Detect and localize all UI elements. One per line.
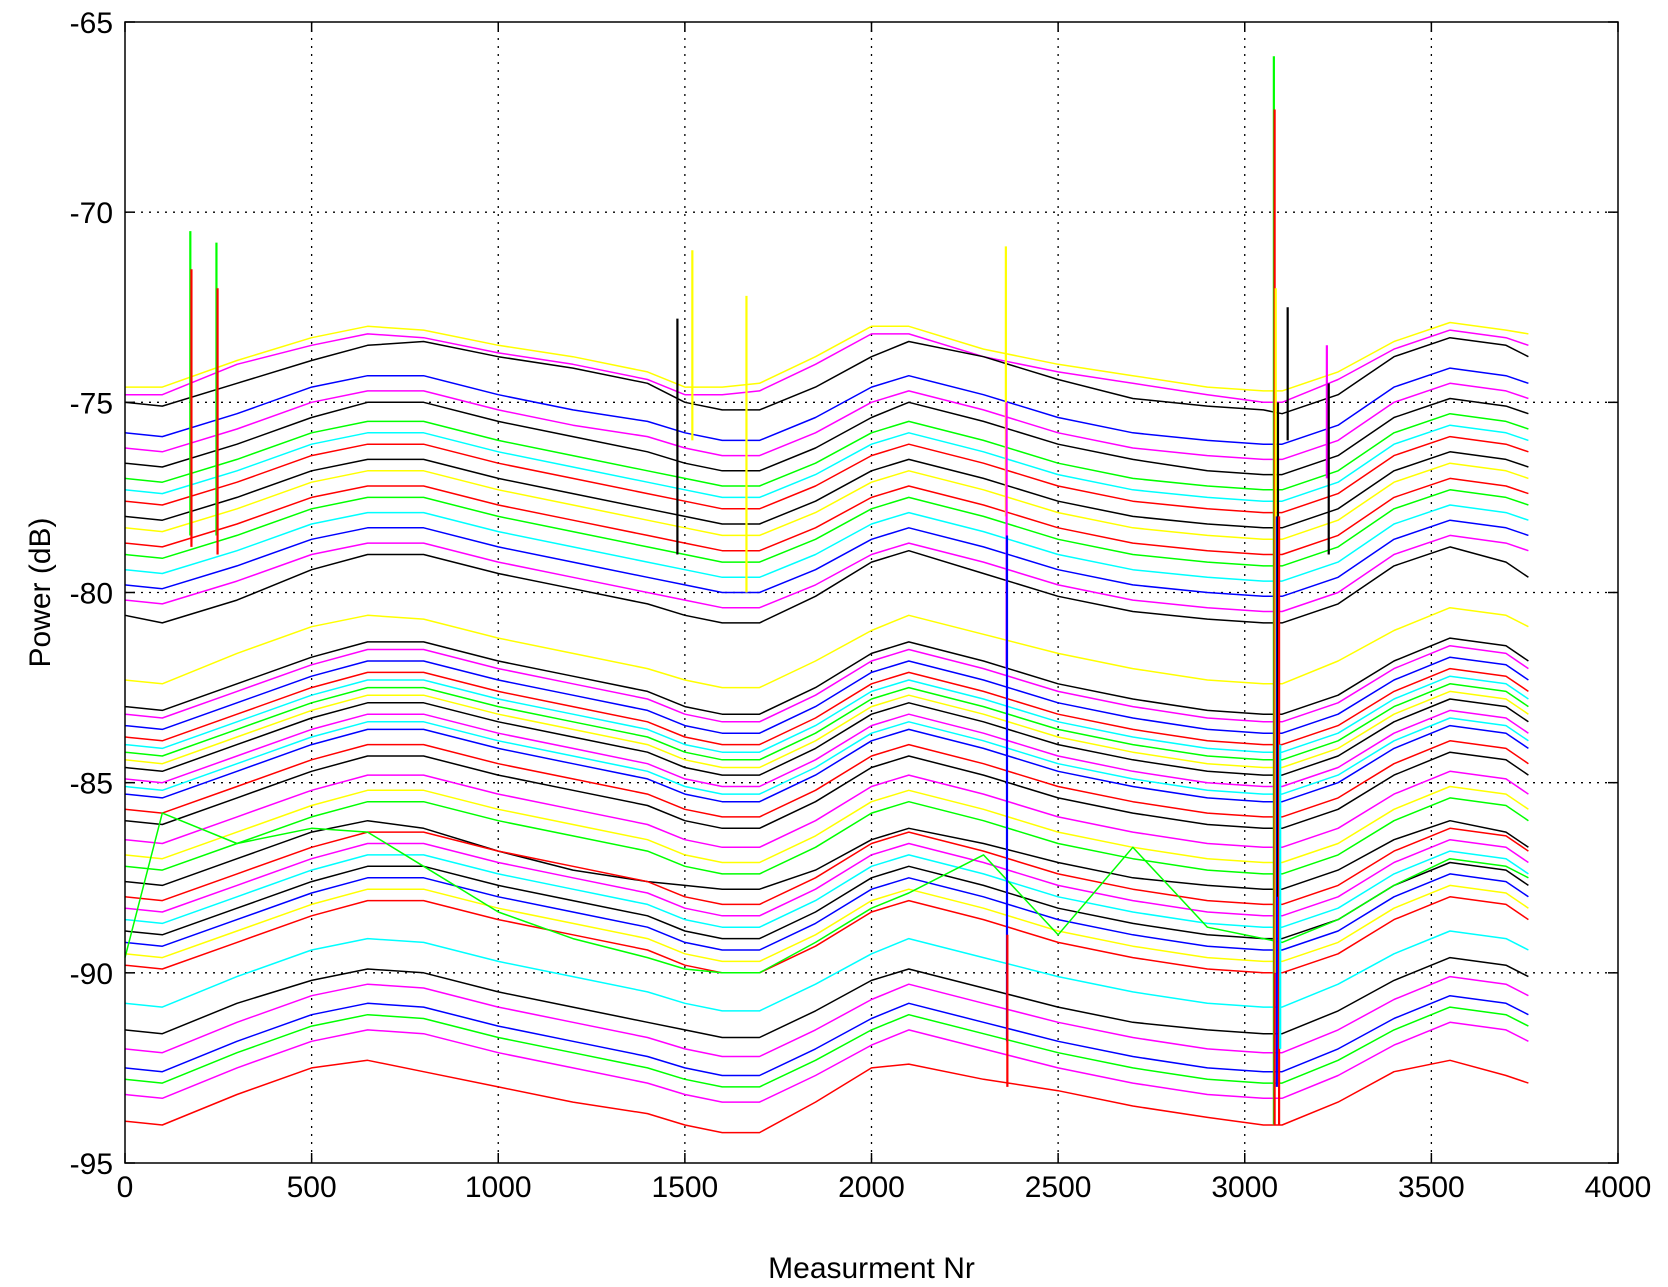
series-line-31 [124, 751, 1529, 830]
series-line-16 [124, 534, 1529, 613]
series-line-50 [124, 812, 1529, 974]
series-line-45 [124, 975, 1529, 1058]
series-line-35 [124, 819, 1529, 890]
y-tick-label-0: -95 [70, 1148, 113, 1181]
y-tick-label-4: -75 [70, 387, 113, 420]
y-tick-label-1: -90 [70, 958, 113, 991]
series-line-1 [125, 321, 1529, 392]
series-line-26 [124, 698, 1529, 776]
series-line-28 [124, 717, 1529, 795]
x-tick-label-2: 1000 [465, 1171, 532, 1204]
x-tick-label-6: 3000 [1211, 1171, 1278, 1204]
series-line-32 [124, 770, 1529, 849]
x-tick-label-4: 2000 [838, 1171, 905, 1204]
y-tick-label-2: -85 [70, 768, 113, 801]
series-line-46 [124, 994, 1529, 1077]
series-line-14 [124, 504, 1529, 582]
spike-group [189, 56, 1330, 1125]
x-tick-label-3: 1500 [652, 1171, 719, 1204]
series-line-20 [124, 644, 1529, 723]
series-line-15 [124, 519, 1529, 598]
y-axis-label: Power (dB) [24, 517, 57, 667]
x-axis-label: Measurment Nr [768, 1252, 975, 1285]
x-tick-label-8: 4000 [1585, 1171, 1652, 1204]
x-tick-labels: 0 500 1000 1500 2000 2500 3000 3500 4000 [117, 1171, 1652, 1204]
series-line-23 [124, 675, 1529, 753]
y-tick-labels: -95 -90 -85 -80 -75 -70 -65 [70, 7, 113, 1181]
series-line-24 [124, 683, 1529, 761]
series-line-33 [124, 785, 1529, 864]
series-line-25 [124, 690, 1529, 769]
series-line-2 [125, 329, 1529, 404]
y-tick-label-6: -65 [70, 7, 113, 40]
series-line-40 [124, 873, 1529, 951]
series-line-38 [124, 850, 1529, 928]
y-tick-label-5: -70 [70, 197, 113, 230]
series-line-19 [124, 637, 1529, 715]
series-line-29 [124, 724, 1529, 803]
series-line-42 [124, 896, 1529, 974]
x-tick-label-1: 500 [287, 1171, 337, 1204]
series-line-41 [124, 884, 1529, 963]
series-line-18 [124, 606, 1529, 689]
series-line-30 [124, 740, 1529, 818]
series-line-17 [124, 546, 1529, 624]
x-tick-label-0: 0 [117, 1171, 134, 1204]
tick-marks [124, 21, 1619, 1164]
series-line-43 [124, 930, 1529, 1012]
series-line-36 [124, 827, 1529, 906]
x-tick-label-5: 2500 [1025, 1171, 1092, 1204]
y-tick-label-3: -80 [70, 578, 113, 611]
series-line-34 [124, 797, 1529, 875]
series-line-22 [124, 667, 1529, 746]
x-tick-label-7: 3500 [1398, 1171, 1465, 1204]
series-line-47 [124, 1006, 1529, 1088]
series-line-49 [124, 1059, 1529, 1134]
series-line-48 [124, 1021, 1529, 1103]
series-line-44 [124, 956, 1529, 1039]
series-line-21 [124, 656, 1529, 734]
series-line-27 [124, 709, 1529, 788]
series-line-37 [124, 838, 1529, 917]
